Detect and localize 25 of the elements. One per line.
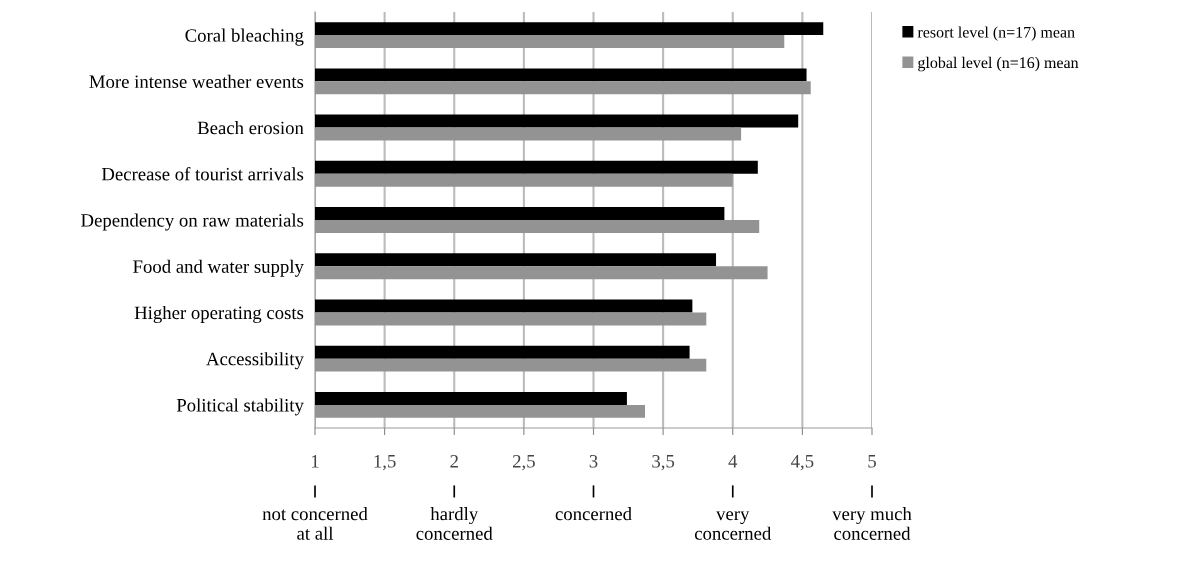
text: very much concerned [832, 507, 912, 540]
legend-label: resort level (n=17) mean [917, 26, 1075, 41]
x-tick-label: 2 [450, 454, 458, 468]
x-tick-label: 5 [868, 455, 876, 468]
x-tick-label: 1,5 [374, 455, 396, 471]
x-tick-label: 4 [728, 455, 738, 468]
y-tick-label: Dependency on raw materials [81, 213, 304, 231]
y-tick-label: Higher operating costs [134, 305, 304, 323]
y-tick-label: Accessibility [206, 352, 304, 370]
text: very concerned [694, 511, 772, 540]
text: concerned [555, 507, 632, 521]
x-tick-label: 2,5 [512, 454, 535, 471]
y-tick-label: Food and water supply [133, 259, 304, 277]
y-tick-label: Political stability [176, 398, 304, 416]
y-tick-label: Decrease of tourist arrivals [101, 167, 304, 181]
y-tick-label: Coral bleaching [185, 28, 304, 46]
legend-label: global level (n=16) mean [918, 56, 1079, 72]
x-tick-label: 3,5 [652, 454, 675, 471]
x-tick-label: 3 [589, 454, 598, 468]
y-tick-label: Beach erosion [197, 121, 304, 135]
x-tick-label: 1 [311, 455, 319, 468]
text: not concerned at all [262, 507, 368, 540]
x-tick-label: 4,5 [791, 455, 814, 471]
y-tick-label: More intense weather events [89, 74, 304, 89]
text: hardly concerned [416, 507, 493, 540]
